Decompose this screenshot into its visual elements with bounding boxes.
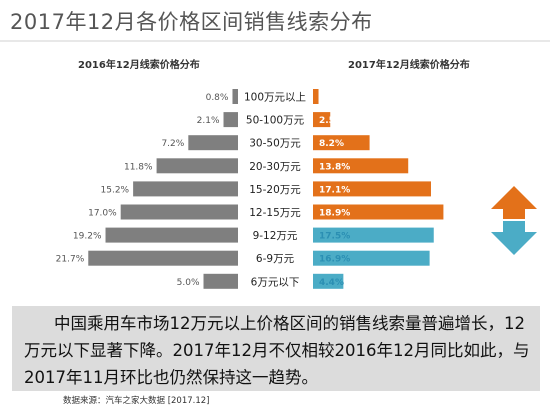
- category-label: 20-30万元: [249, 161, 301, 173]
- left-value-label: 5.0%: [177, 278, 200, 288]
- category-label: 30-50万元: [249, 138, 301, 150]
- butterfly-chart: 0.8% 100万元以上 0.8% 2.1% 50-100万元 2.5% 7.2% 30-50…: [56, 89, 537, 289]
- left-bar: [133, 181, 238, 197]
- left-value-label: 19.2%: [73, 232, 102, 242]
- left-value-label: 7.2%: [161, 139, 184, 149]
- category-label: 6万元以下: [251, 276, 300, 288]
- right-value-label: 18.9%: [319, 209, 350, 219]
- left-value-label: 11.8%: [124, 162, 153, 172]
- right-value-label: 0.8%: [319, 93, 344, 103]
- left-value-label: 0.8%: [206, 93, 229, 103]
- right-value-label: 17.5%: [319, 232, 350, 242]
- left-bar: [156, 158, 238, 174]
- category-label: 12-15万元: [249, 207, 301, 219]
- right-bar: [313, 158, 409, 174]
- right-bar: [313, 204, 444, 220]
- right-value-label: 2.5%: [319, 116, 344, 126]
- right-bar: [313, 273, 344, 289]
- right-value-label: 16.9%: [319, 255, 350, 265]
- left-value-label: 21.7%: [56, 255, 85, 265]
- trend-up-arrow: [491, 186, 537, 219]
- category-label: 50-100万元: [246, 115, 305, 127]
- right-bar: [313, 135, 370, 151]
- data-source: 数据来源：汽车之家大数据 [2017.12]: [63, 396, 210, 406]
- left-bar: [203, 273, 238, 289]
- right-bar: [313, 181, 431, 197]
- right-value-label: 13.8%: [319, 162, 350, 172]
- right-bar: [313, 89, 319, 104]
- title-divider: [0, 40, 550, 42]
- category-label: 15-20万元: [249, 184, 301, 196]
- right-series-title: 2017年12月线索价格分布: [348, 60, 470, 71]
- left-bar: [120, 204, 238, 220]
- right-value-label: 17.1%: [319, 185, 350, 195]
- trend-down-arrow: [491, 221, 537, 255]
- right-bar: [313, 250, 430, 266]
- category-label: 100万元以上: [244, 92, 306, 104]
- category-label: 6-9万元: [256, 253, 295, 265]
- left-value-label: 2.1%: [197, 116, 220, 126]
- left-series-title: 2016年12月线索价格分布: [78, 60, 200, 71]
- left-bar: [232, 89, 238, 104]
- right-bar: [313, 227, 434, 243]
- left-bar: [223, 112, 238, 128]
- chart-title: 2017年12月各价格区间销售线索分布: [10, 10, 373, 34]
- left-value-label: 15.2%: [101, 185, 130, 195]
- left-bar: [88, 250, 239, 266]
- summary-box: [12, 306, 540, 391]
- left-bar: [188, 135, 238, 151]
- left-value-label: 17.0%: [88, 209, 117, 219]
- category-label: 9-12万元: [253, 230, 298, 242]
- right-value-label: 4.4%: [319, 278, 344, 288]
- summary-text: 中国乘用车市场12万元以上价格区间的销售线索量普遍增长，12万元以下显著下降。2…: [24, 314, 530, 387]
- left-bar: [105, 227, 239, 243]
- right-value-label: 8.2%: [319, 139, 344, 149]
- right-bar: [313, 112, 331, 128]
